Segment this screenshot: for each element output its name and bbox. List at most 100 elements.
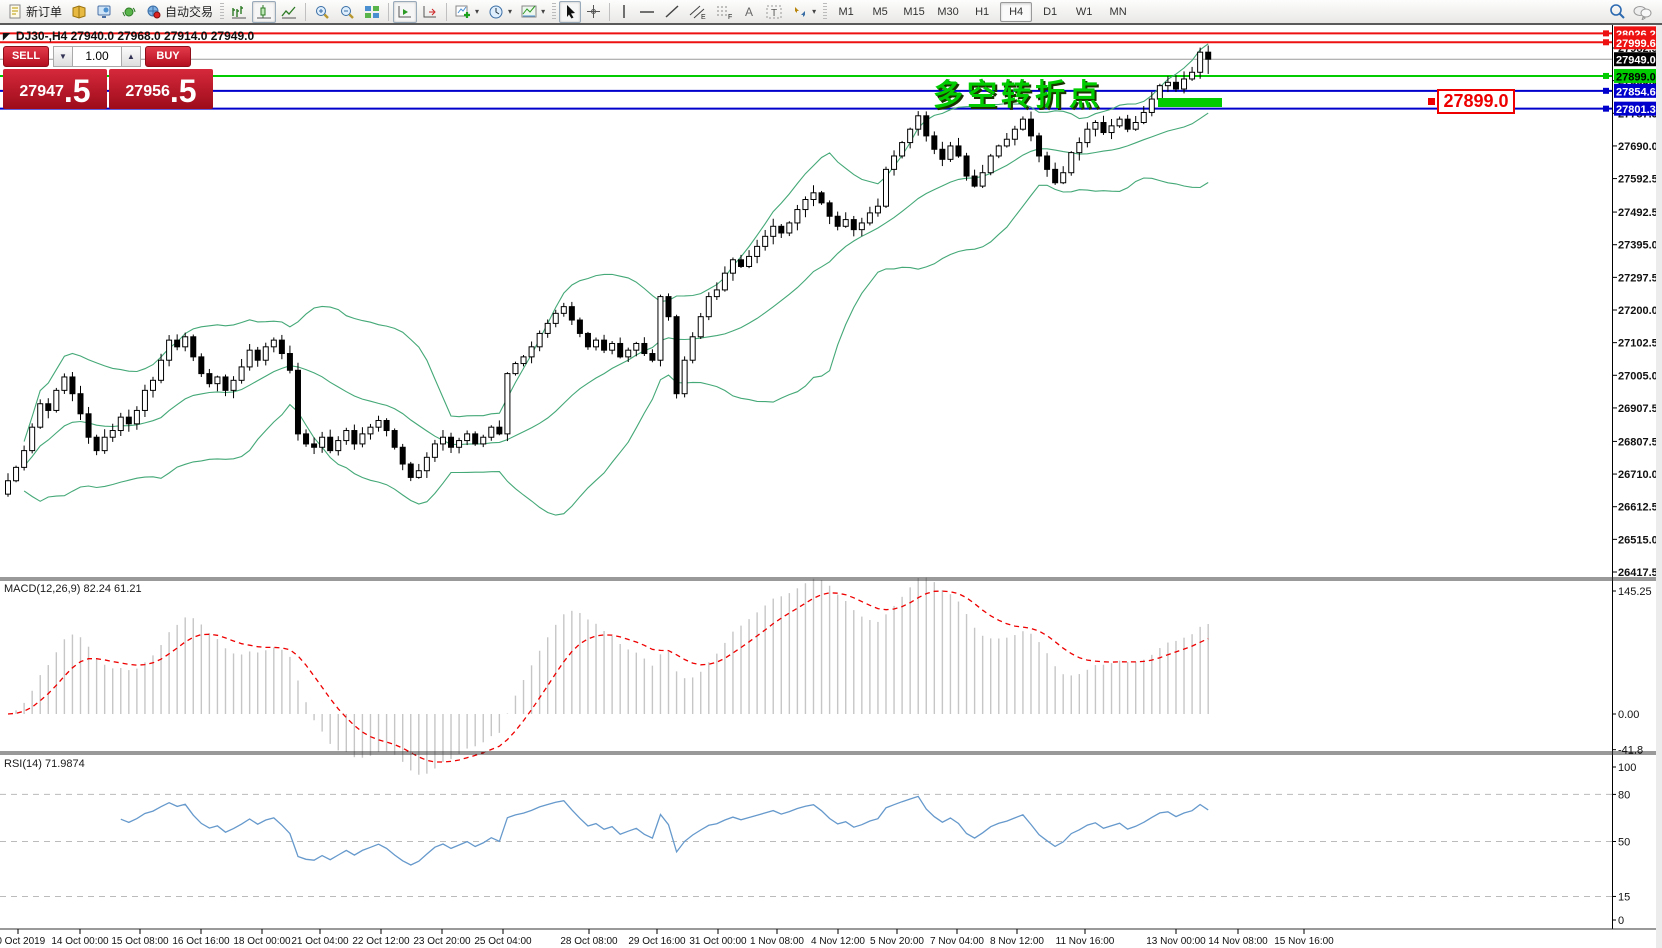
buy-button[interactable]: BUY (145, 45, 191, 67)
sell-button[interactable]: SELL (3, 45, 49, 67)
volume-increase-button[interactable]: ▲ (121, 45, 141, 67)
volume-input[interactable] (73, 45, 121, 67)
price-tick-label: 27102.5 (1618, 338, 1658, 350)
timeframe-w1[interactable]: W1 (1075, 5, 1093, 18)
toolbar-grip (552, 2, 557, 21)
price-callout-label[interactable]: 27899.0 (1437, 89, 1515, 114)
auto-scroll-button[interactable] (393, 0, 418, 23)
zoom-in-icon (316, 5, 329, 19)
highlight-zone[interactable] (1158, 98, 1222, 107)
cursor-icon (567, 5, 576, 19)
sell-price[interactable]: 27947.5 (3, 69, 107, 109)
equidistant-channel-button[interactable]: E (685, 1, 711, 23)
timeframe-m15[interactable]: M15 (903, 5, 925, 18)
candle (931, 131, 938, 155)
time-axis-label: 25 Oct 04:00 (474, 936, 532, 947)
depth-of-market-button[interactable] (92, 1, 116, 23)
toolbar-grip (823, 2, 828, 21)
candle (987, 153, 994, 176)
candle (858, 217, 865, 237)
time-axis-label: 23 Oct 20:00 (413, 936, 471, 947)
chart-canvas[interactable]: 27982.527885.027787.527690.027592.527492… (0, 25, 1662, 948)
level-anchor[interactable] (1603, 72, 1609, 79)
timeframe-h1[interactable]: H1 (975, 5, 990, 18)
sell-price-main: 27947 (19, 83, 64, 100)
candle (456, 437, 463, 454)
level-anchor[interactable] (1603, 105, 1609, 112)
volume-decrease-button[interactable]: ▼ (53, 45, 73, 67)
templates-button[interactable]: ▾ (517, 1, 549, 23)
arrows-button[interactable]: ▾ (788, 1, 820, 23)
candle (254, 346, 261, 367)
candle (947, 141, 954, 162)
market-book-button[interactable] (67, 1, 91, 23)
timeframe-mn[interactable]: MN (1109, 5, 1127, 18)
timeframe-d1[interactable]: D1 (1043, 5, 1058, 18)
text-button[interactable]: A (739, 1, 761, 23)
toolbar-right (1609, 3, 1658, 20)
candle (45, 398, 52, 419)
candle (882, 166, 889, 208)
tile-windows-button[interactable] (360, 1, 384, 23)
line-chart-button[interactable] (277, 1, 301, 23)
candle (1148, 91, 1155, 117)
trendline-button[interactable] (660, 1, 684, 23)
zoom-out-button[interactable] (335, 1, 359, 23)
zoom-in-button[interactable] (310, 1, 334, 23)
time-axis-label: 13 Nov 00:00 (1146, 936, 1206, 947)
candlestick-icon (257, 5, 272, 19)
candle (1132, 115, 1139, 131)
candle (383, 418, 390, 437)
fibonacci-button[interactable]: F (712, 1, 738, 23)
timeframe-m5[interactable]: M5 (872, 5, 888, 18)
candle (915, 111, 922, 136)
level-anchor[interactable] (1603, 39, 1609, 46)
vertical-line-button[interactable] (614, 1, 634, 23)
chart-window[interactable]: 27982.527885.027787.527690.027592.527492… (0, 25, 1662, 948)
candle (270, 337, 277, 353)
rsi-tick-label: 50 (1618, 837, 1630, 849)
candle (125, 409, 132, 432)
candle (689, 332, 696, 364)
level-anchor[interactable] (1603, 87, 1609, 94)
buy-price[interactable]: 27956.5 (109, 69, 213, 109)
candle (246, 343, 253, 371)
indicators-button[interactable]: ▾ (451, 1, 483, 23)
periods-button[interactable]: ▾ (484, 1, 516, 23)
cursor-button[interactable] (559, 0, 582, 23)
candle (512, 361, 519, 376)
time-axis-label: 14 Oct 00:00 (51, 936, 109, 947)
candle (1164, 76, 1171, 93)
rsi-label: RSI(14) 71.9874 (4, 758, 85, 770)
signals-button[interactable] (117, 1, 141, 23)
chat-icon[interactable] (1632, 4, 1652, 20)
timeframe-m30[interactable]: M30 (937, 5, 959, 18)
toolbar-grip (220, 2, 225, 21)
candle (705, 292, 712, 321)
crosshair-button[interactable] (582, 1, 605, 23)
price-level-badge (1614, 35, 1660, 50)
price-level-badge-text: 27801.3 (1616, 104, 1656, 116)
candlestick-chart-button[interactable] (252, 0, 277, 23)
candle (1116, 116, 1123, 128)
bollinger-middle-line (23, 112, 1209, 467)
bar-chart-button[interactable] (227, 1, 251, 23)
auto-trading-button[interactable]: 自动交易 (142, 1, 217, 23)
new-order-button[interactable]: 新订单 (4, 1, 66, 23)
text-label-button[interactable]: T (762, 1, 787, 23)
candle (1181, 71, 1188, 94)
collapse-triangle-icon[interactable]: ◤ (3, 30, 10, 41)
candle (520, 355, 527, 367)
candle (552, 309, 559, 328)
candle (166, 335, 173, 367)
horizontal-line-button[interactable] (635, 1, 659, 23)
price-callout-anchor[interactable] (1428, 98, 1435, 105)
chart-shift-button[interactable] (418, 1, 442, 23)
timeframe-h4[interactable]: H4 (1000, 1, 1033, 22)
rsi-tick-label: 0 (1618, 915, 1624, 927)
search-icon[interactable] (1609, 3, 1626, 20)
candle (1197, 47, 1204, 79)
price-tick-label: 27395.0 (1618, 240, 1658, 252)
timeframe-m1[interactable]: M1 (838, 5, 854, 18)
level-anchor[interactable] (1603, 30, 1609, 37)
